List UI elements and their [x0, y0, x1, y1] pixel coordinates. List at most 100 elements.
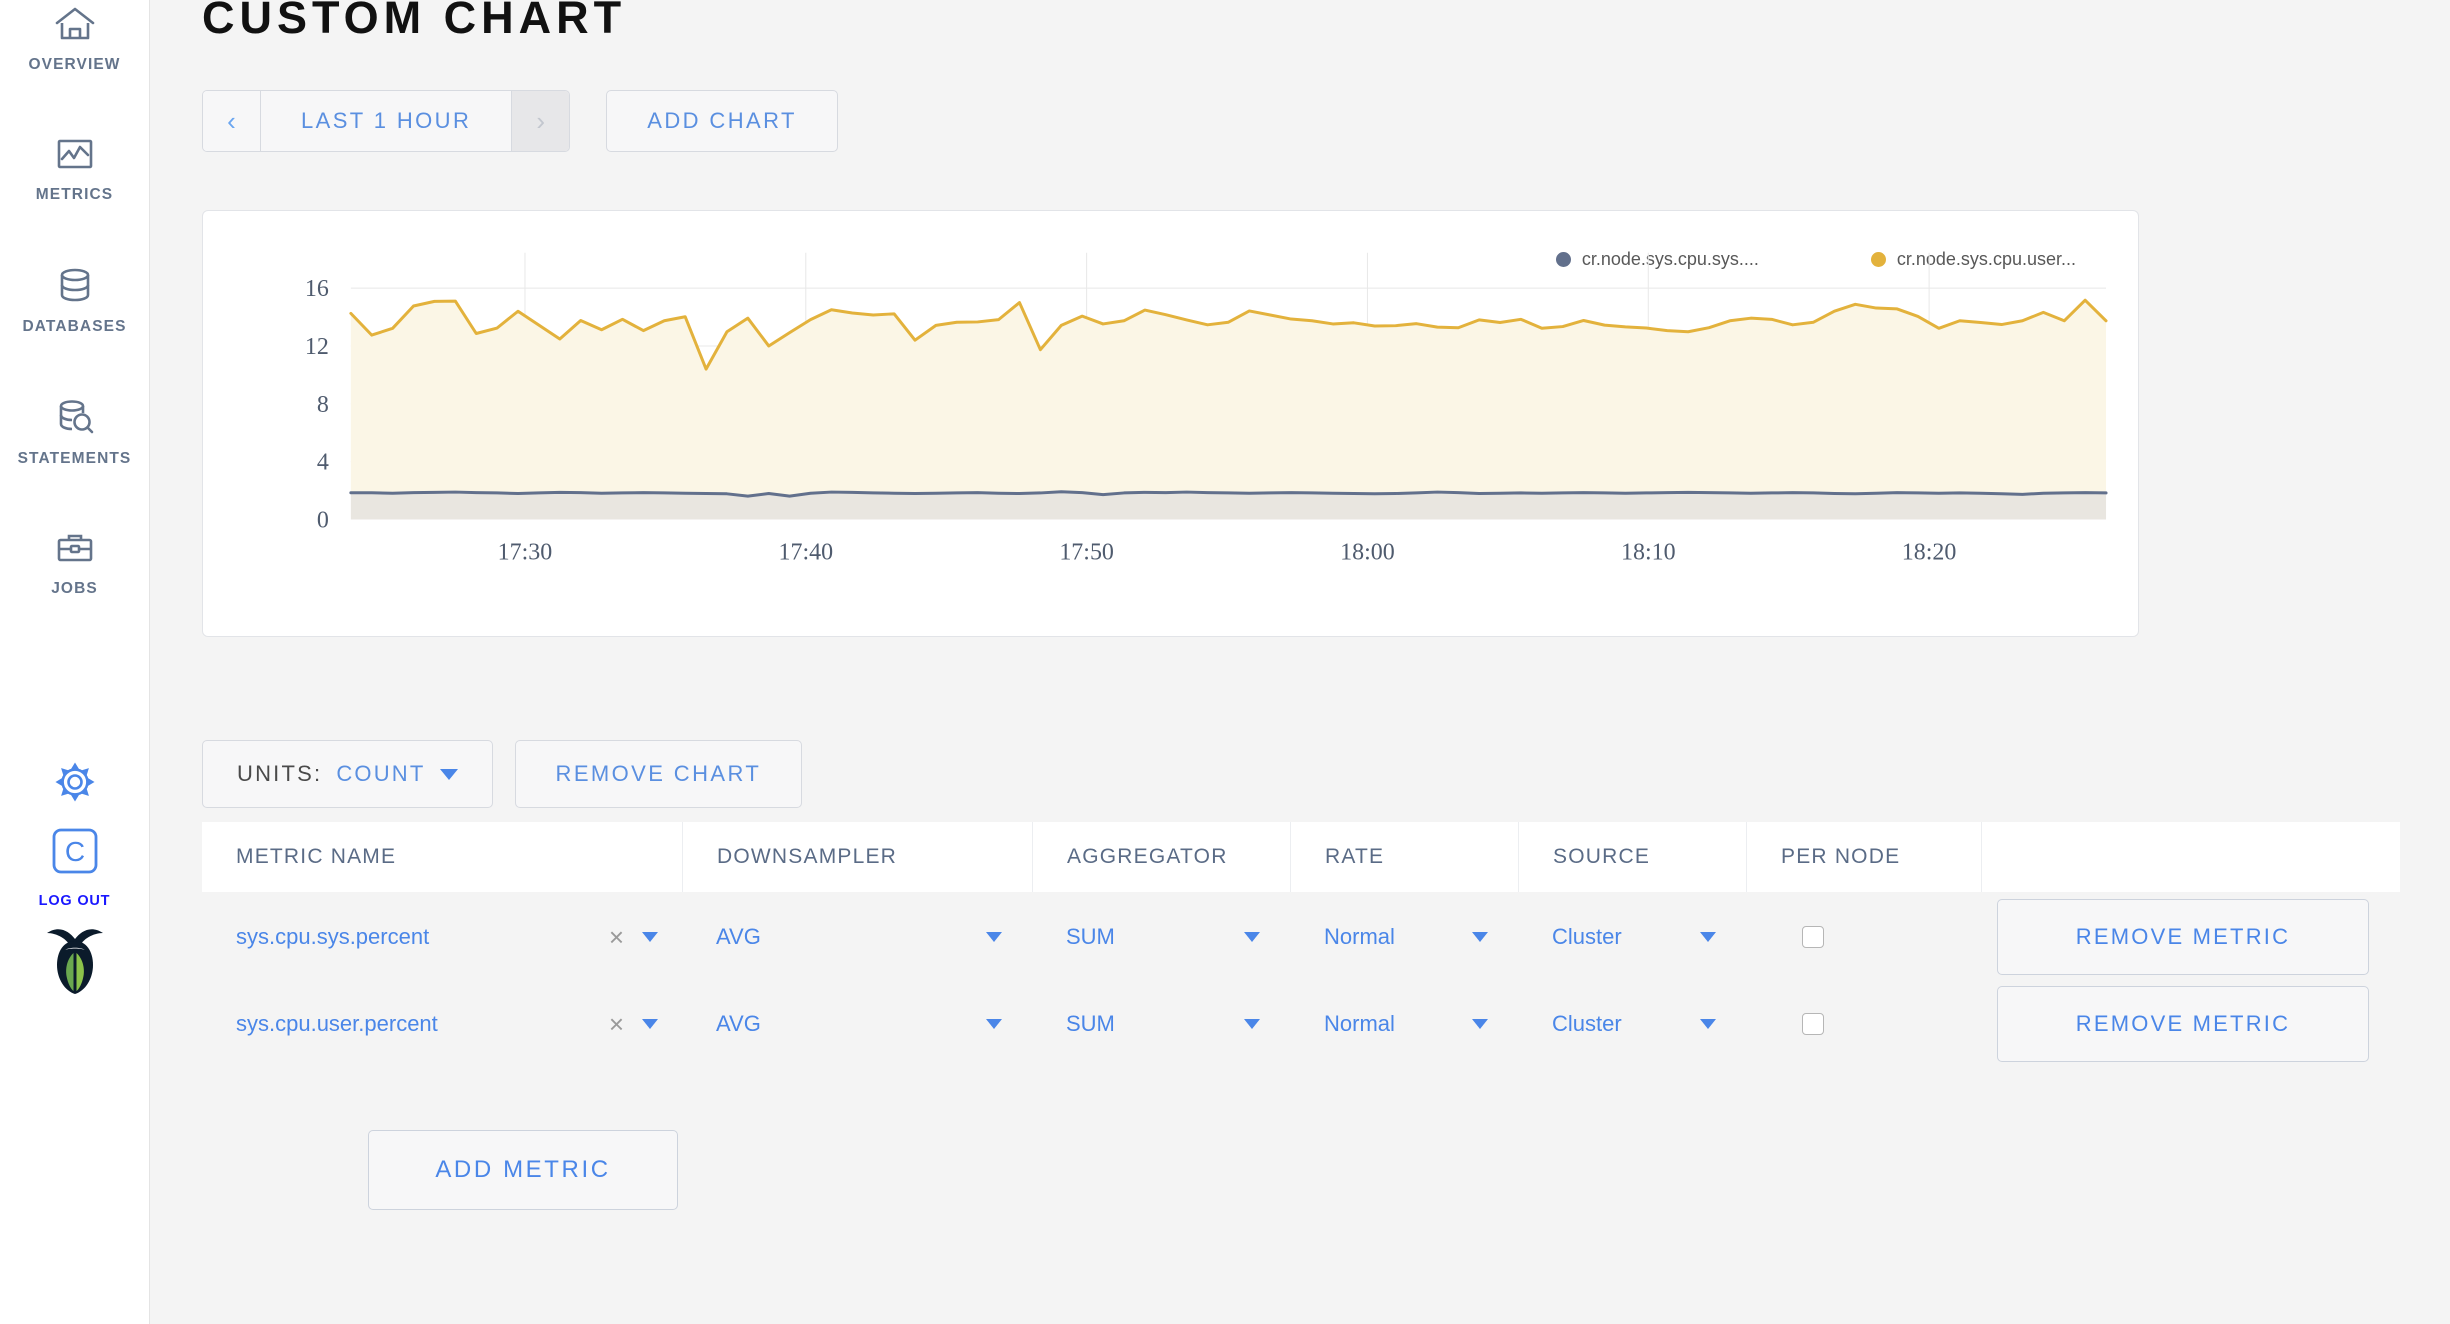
- sidebar-item-label: OVERVIEW: [28, 56, 121, 73]
- metric-table: METRIC NAME DOWNSAMPLER AGGREGATOR RATE …: [202, 822, 2400, 1066]
- column-header-metric-name: METRIC NAME: [236, 845, 397, 868]
- column-header-actions: [1981, 822, 2400, 892]
- column-header-rate: RATE: [1290, 822, 1518, 892]
- source-value: Cluster: [1552, 1011, 1622, 1036]
- per-node-cell: [1746, 892, 1981, 982]
- svg-text:12: 12: [305, 334, 329, 360]
- source-select[interactable]: Cluster: [1518, 982, 1746, 1066]
- rate-value: Normal: [1324, 1011, 1395, 1036]
- cockroach-logo-icon: [41, 923, 109, 1002]
- metric-name-select[interactable]: sys.cpu.user.percent ×: [202, 982, 682, 1066]
- metrics-chart-icon: [54, 136, 96, 177]
- sidebar-item-logout[interactable]: C LOG OUT: [0, 827, 150, 909]
- per-node-checkbox[interactable]: [1802, 926, 1824, 948]
- table-row: sys.cpu.sys.percent × AVG SUM Normal Clu…: [202, 892, 2400, 982]
- chevron-down-icon: [1700, 932, 1716, 942]
- svg-text:0: 0: [317, 508, 329, 534]
- sidebar-item-label: DATABASES: [22, 318, 127, 335]
- sidebar-item-statements[interactable]: STATEMENTS: [0, 398, 150, 468]
- source-value: Cluster: [1552, 924, 1622, 949]
- legend-label: cr.node.sys.cpu.user...: [1896, 249, 2076, 269]
- cockroach-c-icon: C: [46, 827, 104, 884]
- chevron-left-icon[interactable]: ‹: [203, 91, 261, 151]
- remove-metric-button[interactable]: REMOVE METRIC: [1997, 986, 2369, 1062]
- chevron-down-icon: [642, 932, 658, 942]
- sidebar-item-label: STATEMENTS: [17, 450, 132, 467]
- remove-chart-button[interactable]: REMOVE CHART: [514, 740, 803, 808]
- add-metric-button[interactable]: ADD METRIC: [368, 1130, 678, 1210]
- remove-metric-button[interactable]: REMOVE METRIC: [1997, 899, 2369, 975]
- column-header-aggregator: AGGREGATOR: [1032, 822, 1290, 892]
- source-select[interactable]: Cluster: [1518, 892, 1746, 982]
- aggregator-value: SUM: [1066, 924, 1115, 949]
- main-content: CUSTOM CHART ‹ LAST 1 HOUR › ADD CHART c…: [150, 0, 2450, 1324]
- chevron-down-icon: [642, 1019, 658, 1029]
- legend-item[interactable]: cr.node.sys.cpu.user...: [1870, 249, 2076, 270]
- chevron-down-icon: [986, 1019, 1002, 1029]
- units-value: COUNT: [336, 761, 426, 786]
- sidebar-item-databases[interactable]: DATABASES: [0, 266, 150, 336]
- cockroach-logo: [0, 923, 150, 1002]
- table-row: sys.cpu.user.percent × AVG SUM Normal Cl…: [202, 982, 2400, 1066]
- briefcase-icon: [54, 530, 96, 571]
- clear-icon[interactable]: ×: [608, 921, 624, 952]
- svg-text:17:30: 17:30: [498, 539, 553, 565]
- svg-text:17:50: 17:50: [1059, 539, 1114, 565]
- svg-text:C: C: [64, 836, 84, 867]
- sidebar-item-label: METRICS: [35, 186, 114, 203]
- metric-name-select[interactable]: sys.cpu.sys.percent ×: [202, 892, 682, 982]
- table-header-row: METRIC NAME DOWNSAMPLER AGGREGATOR RATE …: [202, 822, 2400, 892]
- clear-icon[interactable]: ×: [608, 1008, 624, 1039]
- column-header-downsampler: DOWNSAMPLER: [682, 822, 1032, 892]
- units-dropdown[interactable]: UNITS: COUNT: [202, 740, 493, 808]
- chevron-down-icon: [1244, 1019, 1260, 1029]
- chevron-down-icon: [439, 768, 458, 780]
- time-range-selector[interactable]: ‹ LAST 1 HOUR ›: [202, 90, 571, 152]
- metric-name-value: sys.cpu.user.percent: [236, 1011, 438, 1036]
- aggregator-select[interactable]: SUM: [1032, 982, 1290, 1066]
- legend-color-dot: [1870, 252, 1886, 267]
- legend-item[interactable]: cr.node.sys.cpu.sys....: [1555, 249, 1759, 270]
- downsampler-value: AVG: [716, 1011, 761, 1036]
- sidebar-item-overview[interactable]: OVERVIEW: [0, 6, 150, 74]
- sidebar: OVERVIEW METRICS DATABASES: [0, 0, 150, 1324]
- svg-text:18:10: 18:10: [1621, 539, 1676, 565]
- sidebar-item-label: JOBS: [51, 580, 98, 597]
- per-node-checkbox[interactable]: [1802, 1013, 1824, 1035]
- sidebar-item-settings[interactable]: [0, 760, 150, 809]
- sidebar-item-metrics[interactable]: METRICS: [0, 136, 150, 204]
- chevron-down-icon: [1472, 932, 1488, 942]
- svg-text:16: 16: [305, 276, 329, 302]
- legend-color-dot: [1555, 252, 1571, 267]
- rate-select[interactable]: Normal: [1290, 982, 1518, 1066]
- svg-text:4: 4: [317, 450, 329, 476]
- add-chart-button[interactable]: ADD CHART: [606, 90, 838, 152]
- chart-legend: cr.node.sys.cpu.sys.... cr.node.sys.cpu.…: [1555, 249, 2076, 270]
- metric-name-value: sys.cpu.sys.percent: [236, 924, 430, 949]
- legend-label: cr.node.sys.cpu.sys....: [1581, 249, 1759, 269]
- downsampler-select[interactable]: AVG: [682, 982, 1032, 1066]
- chevron-down-icon: [986, 932, 1002, 942]
- column-header-per-node: PER NODE: [1746, 822, 1981, 892]
- row-action-cell: REMOVE METRIC: [1981, 982, 2400, 1066]
- downsampler-value: AVG: [716, 924, 761, 949]
- sidebar-item-jobs[interactable]: JOBS: [0, 530, 150, 598]
- chevron-down-icon: [1244, 932, 1260, 942]
- downsampler-select[interactable]: AVG: [682, 892, 1032, 982]
- sidebar-item-label: LOG OUT: [38, 893, 111, 909]
- svg-text:18:20: 18:20: [1902, 539, 1957, 565]
- toolbar: ‹ LAST 1 HOUR › ADD CHART: [202, 90, 838, 152]
- row-action-cell: REMOVE METRIC: [1981, 892, 2400, 982]
- database-icon: [54, 266, 96, 309]
- time-range-label[interactable]: LAST 1 HOUR: [301, 108, 472, 133]
- custom-chart-plot[interactable]: 0 4 8 12 16 17:30 17:40 17:50 18:00 18:10 18:20: [203, 211, 2138, 636]
- chart-card: cr.node.sys.cpu.sys.... cr.node.sys.cpu.…: [202, 210, 2139, 637]
- page-title: CUSTOM CHART: [202, 0, 627, 43]
- rate-select[interactable]: Normal: [1290, 892, 1518, 982]
- rate-value: Normal: [1324, 924, 1395, 949]
- chevron-right-icon[interactable]: ›: [511, 91, 570, 151]
- svg-text:18:00: 18:00: [1340, 539, 1395, 565]
- per-node-cell: [1746, 982, 1981, 1066]
- aggregator-select[interactable]: SUM: [1032, 892, 1290, 982]
- aggregator-value: SUM: [1066, 1011, 1115, 1036]
